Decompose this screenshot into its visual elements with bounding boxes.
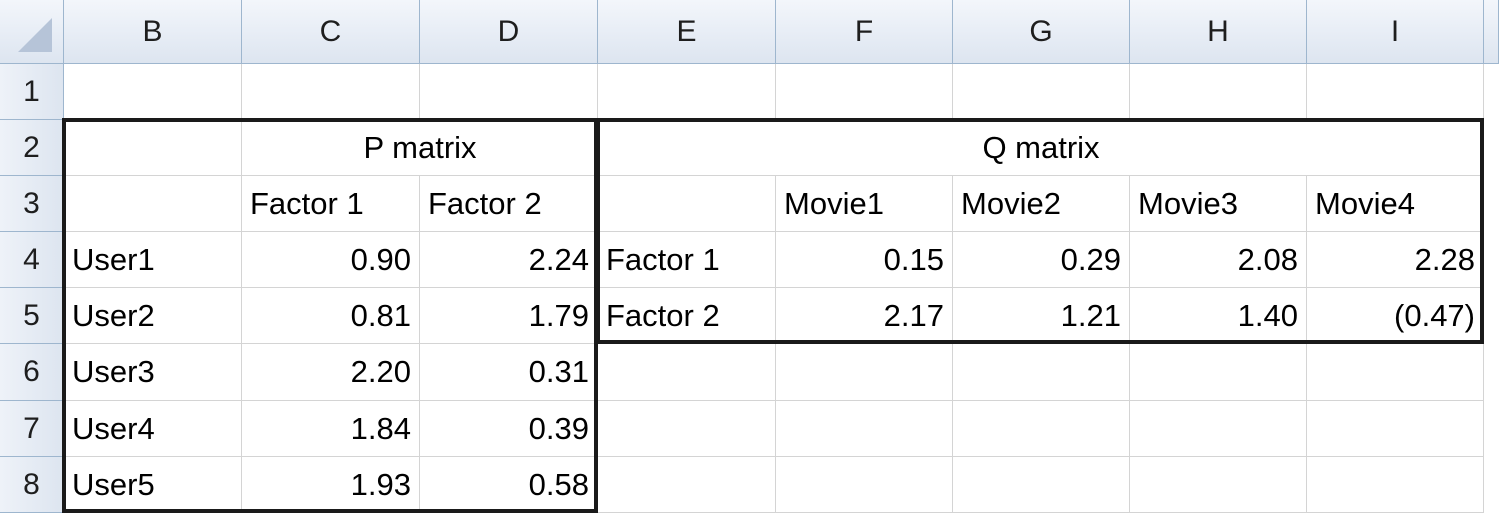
column-header-f[interactable]: F (776, 0, 953, 64)
cell[interactable] (776, 401, 953, 457)
cell[interactable] (242, 64, 420, 120)
column-header-h[interactable]: H (1130, 0, 1307, 64)
cell[interactable] (598, 344, 776, 401)
q-value[interactable]: 1.40 (1130, 288, 1307, 344)
row-header-6[interactable]: 6 (0, 344, 64, 401)
q-value[interactable]: 0.15 (776, 232, 953, 288)
cell[interactable] (64, 64, 242, 120)
q-value[interactable]: (0.47) (1307, 288, 1484, 344)
cell[interactable] (64, 176, 242, 232)
cell[interactable] (598, 64, 776, 120)
p-user-label[interactable]: User3 (64, 344, 242, 401)
p-value-factor1[interactable]: 0.81 (242, 288, 420, 344)
cell[interactable] (598, 457, 776, 513)
select-all-triangle-icon (18, 18, 52, 52)
cell[interactable] (953, 457, 1130, 513)
p-user-label[interactable]: User1 (64, 232, 242, 288)
q-movie-header[interactable]: Movie1 (776, 176, 953, 232)
p-matrix-title[interactable]: P matrix (242, 120, 598, 176)
p-user-label[interactable]: User5 (64, 457, 242, 513)
q-value[interactable]: 1.21 (953, 288, 1130, 344)
cell[interactable] (598, 176, 776, 232)
q-value[interactable]: 2.17 (776, 288, 953, 344)
cell[interactable] (598, 401, 776, 457)
p-value-factor1[interactable]: 1.84 (242, 401, 420, 457)
column-header-d[interactable]: D (420, 0, 598, 64)
q-movie-header[interactable]: Movie4 (1307, 176, 1484, 232)
p-value-factor1[interactable]: 1.93 (242, 457, 420, 513)
column-header-filler (1484, 0, 1499, 64)
row-header-1[interactable]: 1 (0, 64, 64, 120)
row-header-2[interactable]: 2 (0, 120, 64, 176)
row-header-5[interactable]: 5 (0, 288, 64, 344)
cell[interactable] (1130, 457, 1307, 513)
p-value-factor2[interactable]: 1.79 (420, 288, 598, 344)
cell[interactable] (1307, 344, 1484, 401)
row-header-7[interactable]: 7 (0, 401, 64, 457)
q-factor-label[interactable]: Factor 1 (598, 232, 776, 288)
p-factor-header[interactable]: Factor 2 (420, 176, 598, 232)
row-header-4[interactable]: 4 (0, 232, 64, 288)
q-movie-header[interactable]: Movie3 (1130, 176, 1307, 232)
row-header-8[interactable]: 8 (0, 457, 64, 513)
column-header-c[interactable]: C (242, 0, 420, 64)
cell[interactable] (1130, 401, 1307, 457)
cell[interactable] (1130, 344, 1307, 401)
column-header-e[interactable]: E (598, 0, 776, 64)
cell[interactable] (953, 64, 1130, 120)
cell[interactable] (1307, 457, 1484, 513)
column-header-i[interactable]: I (1307, 0, 1484, 64)
q-factor-label[interactable]: Factor 2 (598, 288, 776, 344)
cell[interactable] (1130, 64, 1307, 120)
select-all-corner[interactable] (0, 0, 64, 64)
cell[interactable] (953, 401, 1130, 457)
p-value-factor2[interactable]: 0.58 (420, 457, 598, 513)
cell[interactable] (1307, 64, 1484, 120)
column-header-g[interactable]: G (953, 0, 1130, 64)
q-value[interactable]: 2.28 (1307, 232, 1484, 288)
cell[interactable] (420, 64, 598, 120)
q-value[interactable]: 0.29 (953, 232, 1130, 288)
row-header-3[interactable]: 3 (0, 176, 64, 232)
p-value-factor1[interactable]: 2.20 (242, 344, 420, 401)
q-value[interactable]: 2.08 (1130, 232, 1307, 288)
cell[interactable] (776, 457, 953, 513)
p-value-factor2[interactable]: 0.39 (420, 401, 598, 457)
p-value-factor2[interactable]: 0.31 (420, 344, 598, 401)
p-user-label[interactable]: User4 (64, 401, 242, 457)
p-user-label[interactable]: User2 (64, 288, 242, 344)
cell[interactable] (1307, 401, 1484, 457)
p-value-factor2[interactable]: 2.24 (420, 232, 598, 288)
cell[interactable] (953, 344, 1130, 401)
column-header-b[interactable]: B (64, 0, 242, 64)
q-matrix-title[interactable]: Q matrix (598, 120, 1484, 176)
cell[interactable] (64, 120, 242, 176)
cell[interactable] (776, 64, 953, 120)
q-movie-header[interactable]: Movie2 (953, 176, 1130, 232)
p-value-factor1[interactable]: 0.90 (242, 232, 420, 288)
p-factor-header[interactable]: Factor 1 (242, 176, 420, 232)
cell[interactable] (776, 344, 953, 401)
